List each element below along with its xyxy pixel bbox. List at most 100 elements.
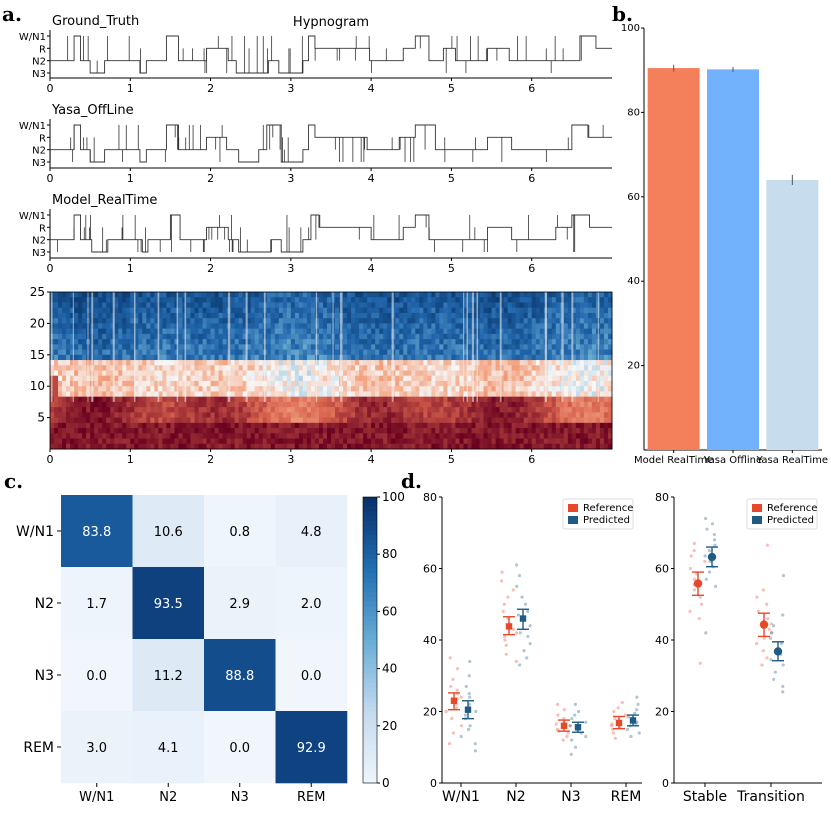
spectrogram-cell <box>230 333 236 340</box>
spectrogram-cell <box>479 391 485 398</box>
spectrogram-cell <box>399 339 404 345</box>
spectrogram-cell <box>551 417 557 424</box>
spectrogram-cell <box>387 333 392 340</box>
spectrogram-cell <box>122 354 127 361</box>
spectrogram-cell <box>603 438 609 445</box>
x-tick-label: 3 <box>287 172 294 185</box>
spectrogram-cell <box>266 333 272 340</box>
spectrogram-cell <box>314 407 320 413</box>
spectrogram-cell <box>286 417 292 424</box>
spectrogram-cell <box>591 318 597 324</box>
spectrogram-cell <box>491 302 497 309</box>
spectrogram-cell <box>459 297 464 303</box>
spectrogram-cell <box>431 360 436 366</box>
spectrogram-cell <box>190 407 196 413</box>
spectrogram-cell <box>335 339 340 345</box>
y-tick-label: W/N1 <box>19 32 46 43</box>
spectrogram-cell <box>571 417 577 424</box>
spectrogram-cell <box>403 318 408 324</box>
spectrogram-cell <box>567 344 573 351</box>
spectrogram-cell <box>98 297 103 303</box>
spectrogram-cell <box>118 412 123 419</box>
spectrogram-cell <box>399 307 404 314</box>
spectrogram-cell <box>579 292 585 298</box>
spectrogram-cell <box>363 292 368 298</box>
spectrogram-cell <box>435 360 440 366</box>
spectrogram-cell <box>90 433 95 440</box>
spectrogram-cell <box>367 328 372 335</box>
spectrogram-cell <box>158 433 163 440</box>
x-tick-label: 1 <box>127 453 134 466</box>
spectrogram-cell <box>403 386 408 392</box>
spectrogram-cell <box>278 407 284 413</box>
spectrogram-cell <box>78 312 83 319</box>
spectrogram-cell <box>242 307 248 314</box>
spectrogram-cell <box>74 380 79 387</box>
spectrogram-cell <box>166 307 171 314</box>
spectrogram-cell <box>435 370 440 377</box>
spectrogram-cell <box>519 370 525 377</box>
spectrogram-cell <box>146 354 151 361</box>
spectrogram-cell <box>302 370 308 377</box>
spectrogram-cell <box>282 422 288 429</box>
spectrogram-cell <box>591 380 597 387</box>
spectrogram-cell <box>467 297 472 303</box>
spectrogram-cell <box>202 323 208 330</box>
spectrogram-cell <box>359 292 364 298</box>
spectrogram-cell <box>98 349 103 356</box>
spectrogram-cell <box>427 349 432 356</box>
spectrogram-cell <box>355 422 360 429</box>
spectrogram-cell <box>555 323 561 330</box>
spectrogram-cell <box>178 349 183 356</box>
spectrogram-cell <box>391 417 396 424</box>
colorbar-step <box>363 663 377 670</box>
spectrogram-cell <box>359 333 364 340</box>
spectrogram-cell <box>154 391 159 398</box>
spectrogram-cell <box>134 433 139 440</box>
spectrogram-cell <box>78 297 83 303</box>
spectrogram-cell <box>78 428 83 434</box>
spectrogram-cell <box>395 370 400 377</box>
spectrogram-cell <box>411 433 416 440</box>
spectrogram-cell <box>70 365 75 371</box>
scatter-point <box>504 652 508 656</box>
spectrogram-cell <box>50 433 55 440</box>
spectrogram-cell <box>439 433 444 440</box>
spectrogram-cell <box>599 292 605 298</box>
spectrogram-cell <box>399 365 404 371</box>
spectrogram-cell <box>423 360 428 366</box>
spectrogram-cell <box>531 360 537 366</box>
spectrogram-cell <box>210 307 216 314</box>
spectrogram-cell <box>322 375 328 382</box>
spectrogram-cell <box>431 443 436 450</box>
spectrogram-cell <box>250 360 256 366</box>
spectrogram-cell <box>302 391 308 398</box>
spectrogram-cell <box>286 292 292 298</box>
spectrogram-cell <box>511 438 517 445</box>
spectrogram-cell <box>302 328 308 335</box>
spectrogram-cell <box>50 422 55 429</box>
spectrogram-cell <box>166 339 171 345</box>
spectrogram-cell <box>355 396 360 403</box>
spectrogram-cell <box>190 333 196 340</box>
spectrogram-cell <box>70 318 75 324</box>
spectrogram-cell <box>82 422 87 429</box>
spectrogram-cell <box>531 396 537 403</box>
spectrogram-cell <box>347 360 352 366</box>
spectrogram-cell <box>527 428 533 434</box>
spectrogram-cell <box>110 370 115 377</box>
spectrogram-cell <box>335 386 340 392</box>
spectrogram-cell <box>443 297 448 303</box>
spectrogram-cell <box>314 297 320 303</box>
spectrogram-cell <box>539 417 545 424</box>
spectrogram-cell <box>439 391 444 398</box>
spectrogram-cell <box>551 391 557 398</box>
spectrogram-cell <box>250 354 256 361</box>
spectrogram-cell <box>138 438 143 445</box>
spectrogram-cell <box>571 391 577 398</box>
x-tick-label: 1 <box>127 262 134 275</box>
spectrogram-cell <box>322 333 328 340</box>
spectrogram-cell <box>130 412 135 419</box>
spectrogram-cell <box>270 412 276 419</box>
